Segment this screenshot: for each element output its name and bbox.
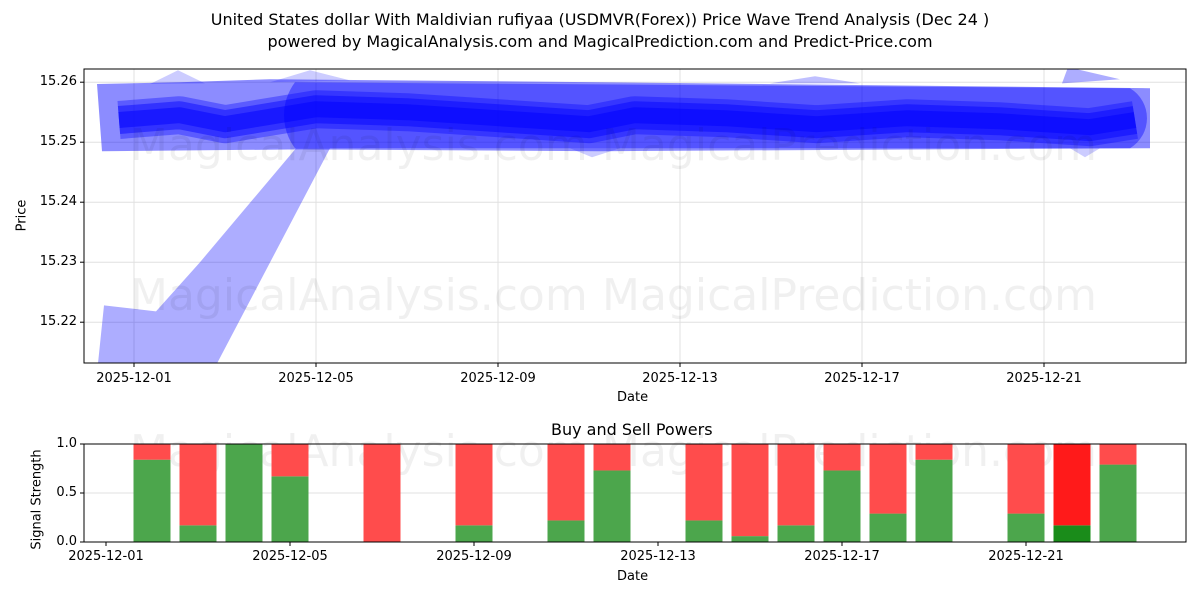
buy-bar — [823, 470, 861, 542]
signal-bar — [1053, 444, 1091, 542]
x-tick-label: 2025-12-17 — [804, 549, 880, 564]
date-axis-label-bottom: Date — [617, 569, 649, 584]
buy-bar — [547, 520, 585, 542]
watermark: MagicalAnalysis.com — [130, 120, 588, 171]
signal-bar — [547, 444, 585, 542]
y-tick-label: 15.23 — [39, 254, 77, 270]
buy-bar — [225, 444, 263, 542]
sell-bar — [777, 444, 815, 526]
buy-bar — [1053, 525, 1091, 542]
signal-bar — [271, 444, 309, 542]
buy-bar — [915, 459, 953, 542]
sell-bar — [1053, 444, 1091, 526]
signal-bar — [1007, 444, 1045, 542]
chart-title: United States dollar With Maldivian rufi… — [210, 10, 990, 29]
buy-bar — [271, 476, 309, 542]
y-tick-label: 15.26 — [39, 74, 77, 90]
price-axis-label: Price — [14, 199, 30, 232]
y-tick-label: 0.0 — [56, 534, 77, 549]
buy-bar — [1099, 464, 1137, 542]
x-tick-label: 2025-12-09 — [436, 549, 512, 564]
sell-bar — [133, 444, 171, 460]
x-tick-label: 2025-12-05 — [278, 371, 354, 386]
signal-bar — [731, 444, 769, 542]
sell-bar — [869, 444, 907, 514]
watermark: MagicalPrediction.com — [602, 270, 1097, 321]
buy-bar — [731, 536, 769, 542]
sell-bar — [271, 444, 309, 477]
buy-bar — [1007, 513, 1045, 542]
trend-leg-band — [98, 148, 330, 363]
watermark: MagicalPrediction.com — [602, 120, 1097, 171]
signal-strength-axis-label: Signal Strength — [29, 449, 45, 550]
signal-bar — [133, 444, 171, 542]
y-tick-label: 0.5 — [56, 485, 77, 500]
sell-bar — [179, 444, 217, 526]
x-tick-label: 2025-12-01 — [68, 549, 144, 564]
y-tick-label: 15.22 — [39, 314, 77, 330]
x-tick-label: 2025-12-21 — [1006, 371, 1082, 386]
buy-bar — [133, 459, 171, 542]
sell-bar — [685, 444, 723, 521]
date-axis-label: Date — [617, 390, 649, 405]
buy-bar — [869, 513, 907, 542]
x-tick-label: 2025-12-01 — [96, 371, 172, 386]
sell-bar — [1007, 444, 1045, 514]
signal-bar — [455, 444, 493, 542]
sell-bar — [363, 444, 401, 542]
buy-bar — [685, 520, 723, 542]
signal-bar — [823, 444, 861, 542]
wave-line-core — [118, 101, 1137, 136]
sell-bar — [731, 444, 769, 537]
x-tick-label: 2025-12-09 — [460, 371, 536, 386]
price-wave-plot: MagicalAnalysis.com MagicalPrediction.com… — [80, 68, 1187, 367]
sell-bar — [1099, 444, 1137, 465]
signal-bar — [777, 444, 815, 542]
sell-bar — [547, 444, 585, 521]
x-tick-label: 2025-12-13 — [620, 549, 696, 564]
signal-bar — [685, 444, 723, 542]
signal-bar — [869, 444, 907, 542]
signal-bar — [179, 444, 217, 542]
x-tick-label: 2025-12-17 — [824, 371, 900, 386]
watermark: MagicalAnalysis.com — [130, 270, 588, 321]
sell-bar — [915, 444, 953, 460]
buy-bar — [455, 525, 493, 542]
x-tick-label: 2025-12-21 — [988, 549, 1064, 564]
chart-subtitle: powered by MagicalAnalysis.com and Magic… — [267, 32, 933, 51]
sell-bar — [593, 444, 631, 471]
y-tick-label: 15.24 — [39, 194, 77, 210]
buy-bar — [179, 525, 217, 542]
signal-bar — [363, 444, 401, 542]
signal-bar — [225, 444, 263, 542]
buy-sell-title: Buy and Sell Powers — [551, 420, 713, 439]
buy-bar — [777, 525, 815, 542]
sell-bar — [455, 444, 493, 526]
signal-bar — [593, 444, 631, 542]
x-tick-label: 2025-12-13 — [642, 371, 718, 386]
signal-bar — [915, 444, 953, 542]
buy-sell-power-chart: Buy and Sell Powers MagicalAnalysis.comM… — [0, 410, 1200, 600]
x-tick-label: 2025-12-05 — [252, 549, 328, 564]
signal-bar — [1099, 444, 1137, 542]
buy-bar — [593, 470, 631, 542]
y-tick-label: 1.0 — [56, 436, 77, 451]
plot-frame — [83, 68, 1187, 364]
sell-bar — [823, 444, 861, 471]
y-tick-label: 15.25 — [39, 134, 77, 150]
price-wave-chart: MagicalAnalysis.com MagicalPrediction.com… — [14, 68, 1187, 405]
